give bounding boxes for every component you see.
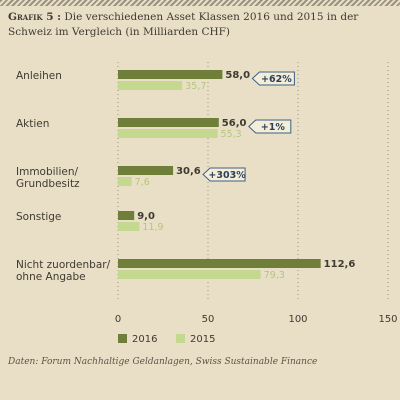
category-label: Aktien xyxy=(16,118,49,130)
value-label-2016: 30,6 xyxy=(176,166,201,177)
category-label: Sonstige xyxy=(16,211,61,223)
value-label-2015: 79,3 xyxy=(264,270,285,281)
legend-label-2016: 2016 xyxy=(132,334,157,345)
bar-2016 xyxy=(118,166,174,175)
change-label: +1% xyxy=(261,122,286,133)
legend-swatch-2016 xyxy=(118,334,127,343)
bar-2016 xyxy=(118,118,219,127)
value-label-2015: 55,3 xyxy=(221,129,242,140)
value-label-2016: 9,0 xyxy=(137,211,155,222)
bar-2015 xyxy=(118,222,140,231)
bar-2016 xyxy=(118,70,223,79)
change-label: +62% xyxy=(261,74,292,85)
category-label: Anleihen xyxy=(16,70,62,82)
value-label-2015: 7,6 xyxy=(135,177,150,188)
x-tick-label: 100 xyxy=(288,314,307,325)
x-tick-label: 150 xyxy=(378,314,397,325)
header-hatch xyxy=(0,0,400,6)
x-tick-label: 0 xyxy=(115,314,121,325)
value-label-2016: 58,0 xyxy=(225,70,250,81)
value-label-2016: 112,6 xyxy=(324,259,356,270)
bar-2015 xyxy=(118,129,218,138)
chart-title-text: Die verschiedenen Asset Klassen 2016 und… xyxy=(8,11,359,38)
change-label: +303% xyxy=(208,170,246,181)
chart-title-label: Grafik 5 : xyxy=(8,11,62,23)
category-label: Nicht zuordenbar/ohne Angabe xyxy=(16,259,111,283)
legend-swatch-2015 xyxy=(176,334,185,343)
category-label: Immobilien/Grundbesitz xyxy=(16,166,80,190)
chart-title: Grafik 5 : Die verschiedenen Asset Klass… xyxy=(8,10,394,40)
change-callout xyxy=(202,167,246,182)
bar-2016 xyxy=(118,211,135,220)
x-tick-label: 50 xyxy=(202,314,215,325)
bar-2016 xyxy=(118,259,321,268)
value-label-2016: 56,0 xyxy=(222,118,247,129)
value-label-2015: 11,9 xyxy=(142,222,163,233)
source-note: Daten: Forum Nachhaltige Geldanlagen, Sw… xyxy=(8,357,318,367)
change-callout xyxy=(248,119,292,134)
bar-2015 xyxy=(118,270,261,279)
value-label-2015: 35,7 xyxy=(185,81,206,92)
legend-label-2015: 2015 xyxy=(190,334,215,345)
bar-2015 xyxy=(118,177,132,186)
change-callout xyxy=(251,71,295,86)
bar-2015 xyxy=(118,81,183,90)
